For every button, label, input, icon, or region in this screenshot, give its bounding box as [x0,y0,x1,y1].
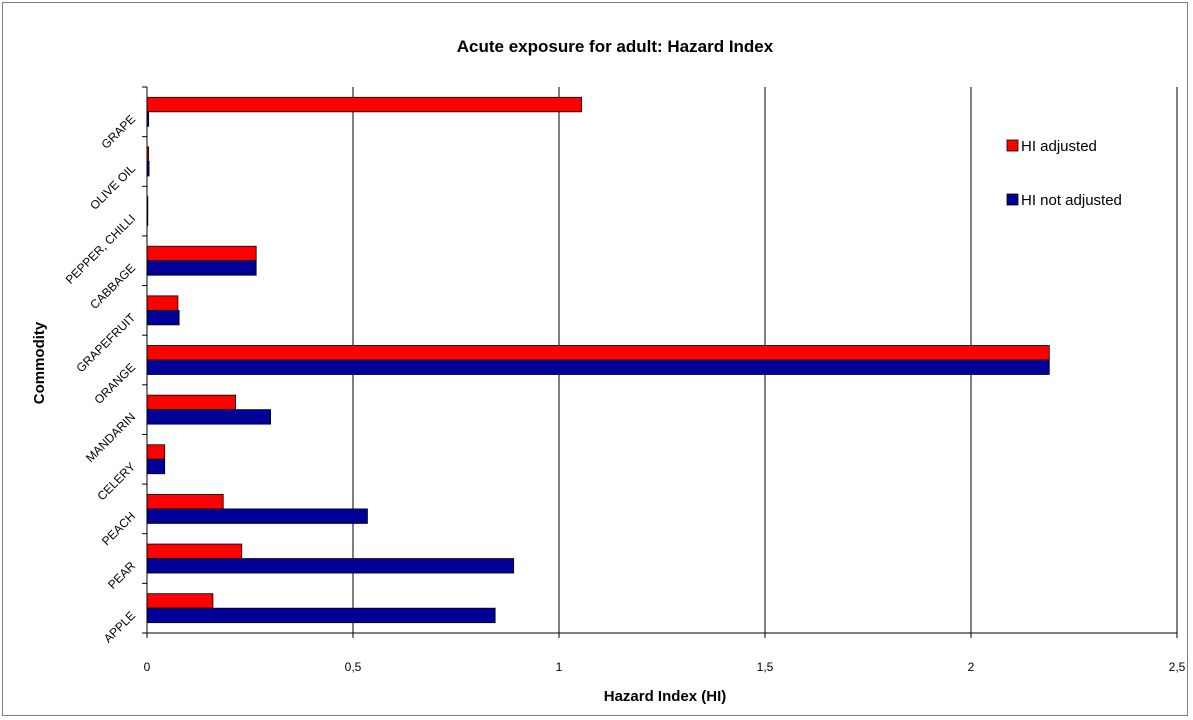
x-tick-label-5: 2,5 [1169,660,1186,674]
x-axis-title: Hazard Index (HI) [604,688,727,705]
x-tick-label-2: 1 [556,660,563,674]
y-tick-label-2: PEACH [99,509,138,548]
bar-pear-not-adjusted [146,558,515,574]
bar-grapefruit-not-adjusted [146,309,180,326]
y-tick-label-9: OLIVE OIL [87,161,138,212]
bar-mandarin-adjusted [146,394,236,411]
bar-pear-adjusted [146,543,243,559]
x-tick-label-3: 1,5 [757,660,774,674]
bar-celery-adjusted [146,444,166,460]
legend-swatch-0 [1006,139,1019,152]
legend-swatch-1 [1006,193,1019,206]
bar-celery-not-adjusted [146,458,166,475]
y-tick-label-7: CABBAGE [87,261,138,312]
x-tick-label-0: 0 [144,660,151,674]
y-tick-label-10: GRAPE [99,112,139,152]
bar-grape-adjusted [146,96,583,113]
y-tick-label-1: PEAR [105,559,138,592]
axes [142,86,1178,638]
legend: HI adjusted HI not adjusted [1006,138,1122,209]
chart-title: Acute exposure for adult: Hazard Index [457,37,774,56]
bar-orange-adjusted [146,345,1050,361]
x-tick-label-1: 0,5 [345,660,362,674]
bar-cabbage-not-adjusted [146,260,257,276]
bar-apple-adjusted [146,593,214,609]
y-tick-label-4: MANDARIN [83,410,138,465]
legend-label-1: HI not adjusted [1021,192,1122,209]
bar-apple-not-adjusted [146,607,496,624]
y-tick-labels: APPLEPEARPEACHCELERYMANDARINORANGEGRAPEF… [63,112,139,646]
y-tick-label-0: APPLE [101,608,138,645]
bar-cabbage-adjusted [146,245,257,262]
x-tick-labels: 0 0,5 1 1,5 2 2,5 [144,660,1186,674]
y-tick-label-3: CELERY [94,459,138,503]
bar-orange-not-adjusted [146,359,1050,375]
legend-label-0: HI adjusted [1021,138,1097,155]
x-tick-label-4: 2 [968,660,975,674]
bars [146,96,1050,624]
bar-grapefruit-adjusted [146,295,179,311]
bar-mandarin-not-adjusted [146,409,271,425]
bar-peach-adjusted [146,494,224,510]
y-axis-title: Commodity [31,321,48,404]
y-tick-label-5: ORANGE [91,360,138,407]
bar-peach-not-adjusted [146,508,368,524]
